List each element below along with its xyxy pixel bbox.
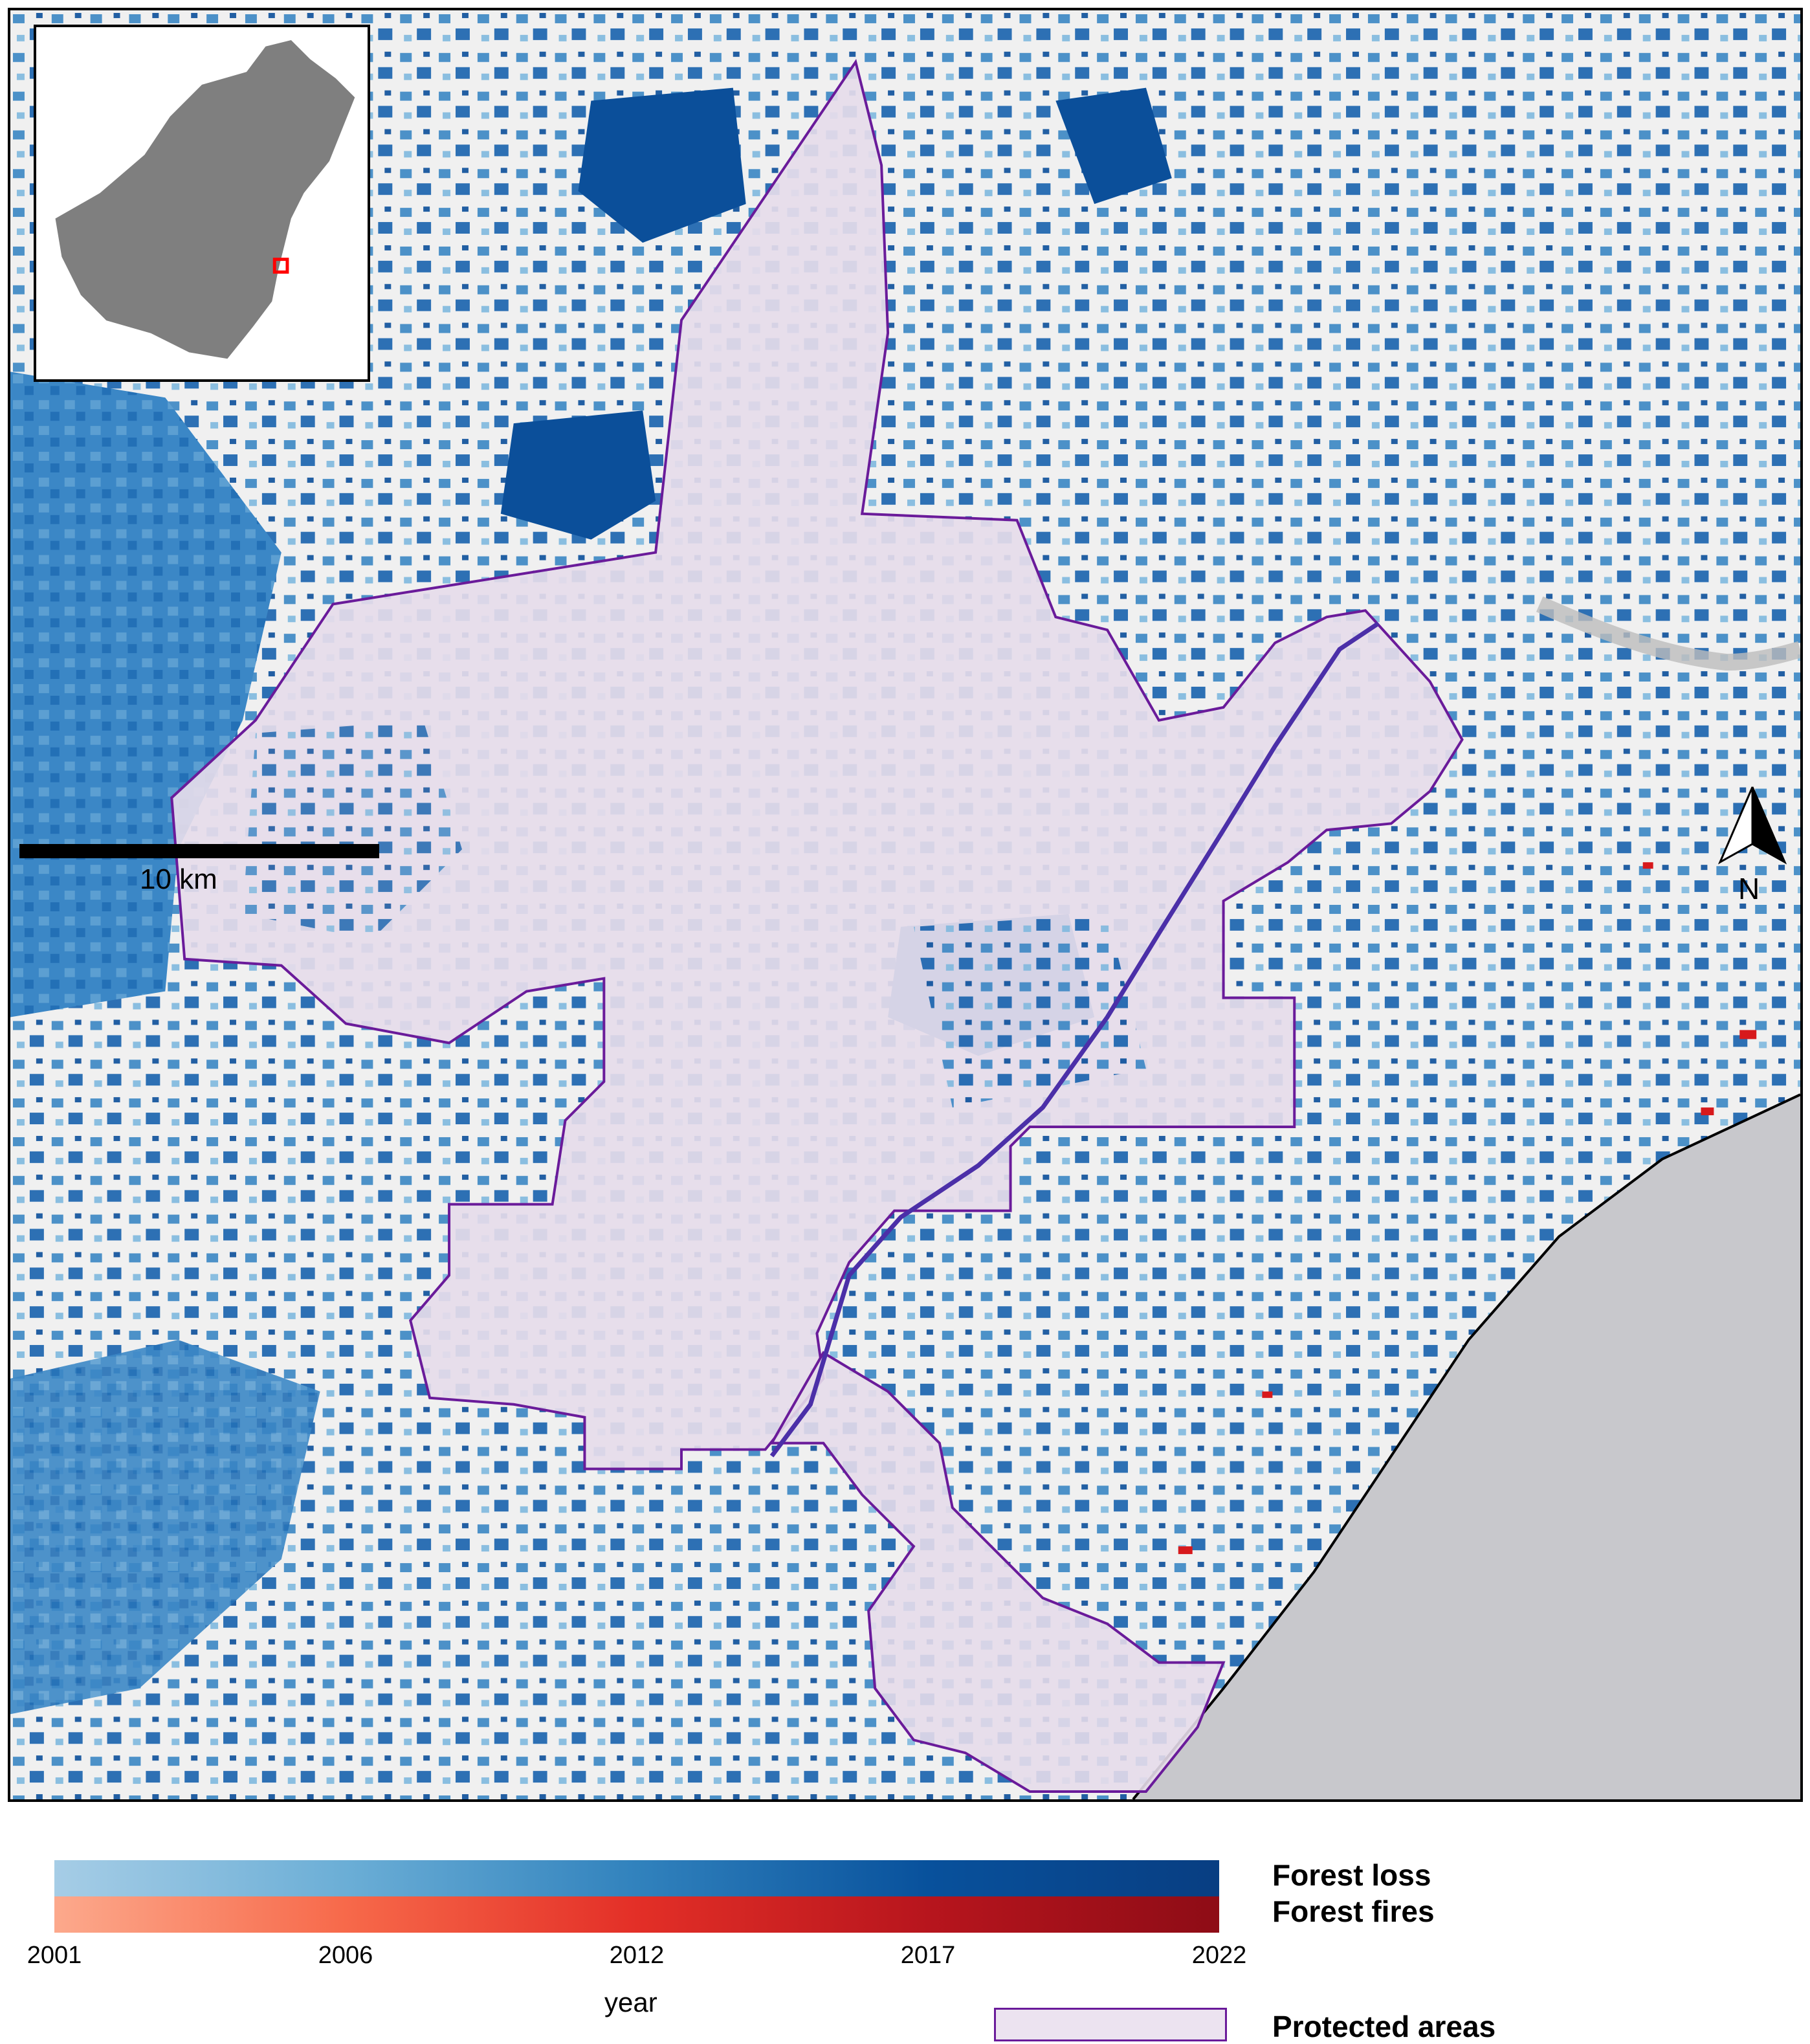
- protected-area-main: [170, 58, 1464, 1471]
- island-outline: [55, 39, 355, 359]
- north-arrow-icon: [1717, 786, 1787, 865]
- coastline: [1132, 1093, 1800, 1799]
- study-area-marker: [272, 258, 289, 274]
- year-tick: 2017: [900, 1942, 956, 1969]
- loss-patch: [1055, 87, 1172, 205]
- loss-patch: [578, 87, 746, 243]
- river: [1536, 596, 1800, 671]
- locator-inset: [34, 25, 370, 382]
- legend: Forest loss Forest fires 2001 2006 2012 …: [0, 1812, 1810, 2043]
- protected-areas-label: Protected areas: [1272, 2010, 1496, 2043]
- scale-bar: [19, 844, 379, 858]
- island-shape: [55, 39, 355, 359]
- forest-loss-label: Forest loss: [1272, 1858, 1431, 1892]
- loss-inside-pa: [913, 913, 1146, 1108]
- fire-spot: [1701, 1107, 1714, 1116]
- road: [769, 621, 1380, 1458]
- loss-patch: [500, 410, 656, 540]
- sea: [1132, 1094, 1800, 1799]
- protected-area-south: [769, 1351, 1226, 1794]
- scale-label: 10 km: [140, 863, 217, 895]
- north-label: N: [1738, 872, 1760, 905]
- forest-fires-label: Forest fires: [1272, 1894, 1435, 1928]
- fire-spot: [1262, 1391, 1273, 1398]
- fire-spot: [1178, 1546, 1193, 1555]
- year-tick: 2012: [609, 1942, 665, 1969]
- year-tick: 2006: [318, 1942, 373, 1969]
- fire-spot: [1739, 1030, 1757, 1039]
- forest-loss-map: [10, 10, 1800, 1799]
- fire-spot: [1642, 862, 1653, 869]
- loss-inside-pa: [242, 720, 462, 940]
- forest-fire-color-ramp: [54, 1896, 1219, 1933]
- dense-loss-southwest: [10, 1340, 320, 1715]
- map-frame: 10 km N: [8, 8, 1803, 1802]
- protected-area-swatch: [994, 2008, 1227, 2041]
- year-tick: 2001: [27, 1942, 82, 1969]
- forest-loss-color-ramp: [54, 1860, 1219, 1896]
- year-tick: 2022: [1191, 1942, 1247, 1969]
- year-axis-label: year: [604, 1987, 657, 2017]
